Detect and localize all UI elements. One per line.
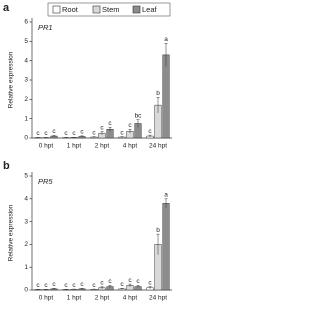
- x-tick-label: 4 hpt: [123, 295, 138, 302]
- y-tick-label: 3: [24, 218, 28, 225]
- error-bar: [52, 135, 56, 137]
- significance-letter: c: [148, 279, 152, 286]
- significance-letter: c: [36, 130, 40, 137]
- bar: [162, 203, 170, 291]
- significance-letter: c: [100, 124, 104, 131]
- x-tick-label: 0 hpt: [39, 143, 54, 150]
- y-tick-label: 0: [24, 135, 28, 142]
- legend-label: Stem: [102, 5, 120, 14]
- gene-title: PR1: [38, 23, 53, 32]
- error-bar: [80, 288, 84, 290]
- significance-letter: c: [80, 129, 84, 136]
- significance-letter: c: [64, 130, 68, 137]
- significance-letter: c: [108, 278, 112, 285]
- error-bar: [108, 285, 112, 288]
- figure: Root Stem Leaf a PR1 Relative expression 0 1 2 3 4…: [3, 2, 172, 302]
- x-tick-label: 0 hpt: [39, 295, 54, 302]
- significance-letter: c: [52, 128, 56, 135]
- y-axis-label: Relative expression: [8, 51, 15, 108]
- significance-letter: c: [36, 282, 40, 289]
- y-tick-label: 6: [24, 19, 28, 26]
- error-bar: [136, 119, 140, 128]
- error-bar: [120, 288, 124, 290]
- legend-swatch: [132, 5, 141, 14]
- significance-letter: c: [80, 281, 84, 288]
- y-tick-label: 3: [24, 77, 28, 84]
- significance-letter: c: [120, 129, 124, 136]
- x-tick-label: 24 hpt: [149, 295, 167, 302]
- y-axis-label: Relative expression: [8, 204, 15, 261]
- y-tick-label: 5: [24, 38, 28, 45]
- significance-letter: c: [44, 282, 48, 289]
- error-bar: [108, 127, 112, 132]
- bar: [162, 54, 170, 139]
- x-tick-label: 4 hpt: [123, 143, 138, 150]
- significance-letter: c: [92, 129, 96, 136]
- error-bar: [128, 283, 132, 287]
- significance-letter: c: [92, 282, 96, 289]
- panel-label: a: [3, 2, 10, 14]
- x-tick-label: 1 hpt: [67, 295, 82, 302]
- x-tick-label: 24 hpt: [149, 143, 167, 150]
- y-tick-label: 1: [24, 115, 28, 122]
- significance-letter: c: [72, 282, 76, 289]
- significance-letter: c: [128, 277, 132, 284]
- error-bar: [136, 285, 140, 288]
- error-bar: [164, 198, 168, 208]
- y-tick-label: 1: [24, 264, 28, 271]
- significance-letter: c: [120, 281, 124, 288]
- significance-letter: c: [100, 280, 104, 287]
- x-tick-label: 2 hpt: [95, 143, 110, 150]
- y-tick-label: 2: [24, 96, 28, 103]
- significance-letter: b: [156, 90, 160, 97]
- error-bar: [100, 131, 104, 135]
- significance-letter: a: [164, 36, 168, 43]
- legend-swatch: [92, 5, 101, 14]
- y-tick-label: 5: [24, 173, 28, 180]
- y-tick-label: 4: [24, 196, 28, 203]
- significance-letter: bc: [135, 112, 143, 119]
- error-bar: [120, 136, 124, 138]
- error-bar: [128, 129, 132, 134]
- significance-letter: c: [72, 130, 76, 137]
- panel-label: b: [3, 160, 10, 172]
- error-bar: [52, 288, 56, 290]
- error-bar: [164, 43, 168, 67]
- significance-letter: c: [136, 278, 140, 285]
- significance-letter: c: [128, 122, 132, 129]
- y-tick-label: 2: [24, 241, 28, 248]
- error-bar: [148, 134, 152, 138]
- error-bar: [148, 286, 152, 289]
- significance-letter: a: [164, 192, 168, 199]
- y-tick-label: 0: [24, 287, 28, 294]
- significance-letter: c: [148, 128, 152, 135]
- error-bar: [92, 136, 96, 138]
- legend-swatch: [52, 5, 61, 14]
- y-tick-label: 4: [24, 57, 28, 64]
- significance-letter: c: [44, 130, 48, 137]
- legend-label: Leaf: [142, 5, 158, 14]
- error-bar: [80, 135, 84, 138]
- significance-letter: b: [156, 227, 160, 234]
- x-tick-label: 2 hpt: [95, 295, 110, 302]
- legend-label: Root: [62, 5, 79, 14]
- significance-letter: c: [64, 282, 68, 289]
- gene-title: PR5: [38, 177, 53, 186]
- error-bar: [156, 233, 160, 255]
- x-tick-label: 1 hpt: [67, 143, 82, 150]
- significance-letter: c: [108, 120, 112, 127]
- error-bar: [100, 286, 104, 289]
- error-bar: [156, 97, 160, 113]
- significance-letter: c: [52, 281, 56, 288]
